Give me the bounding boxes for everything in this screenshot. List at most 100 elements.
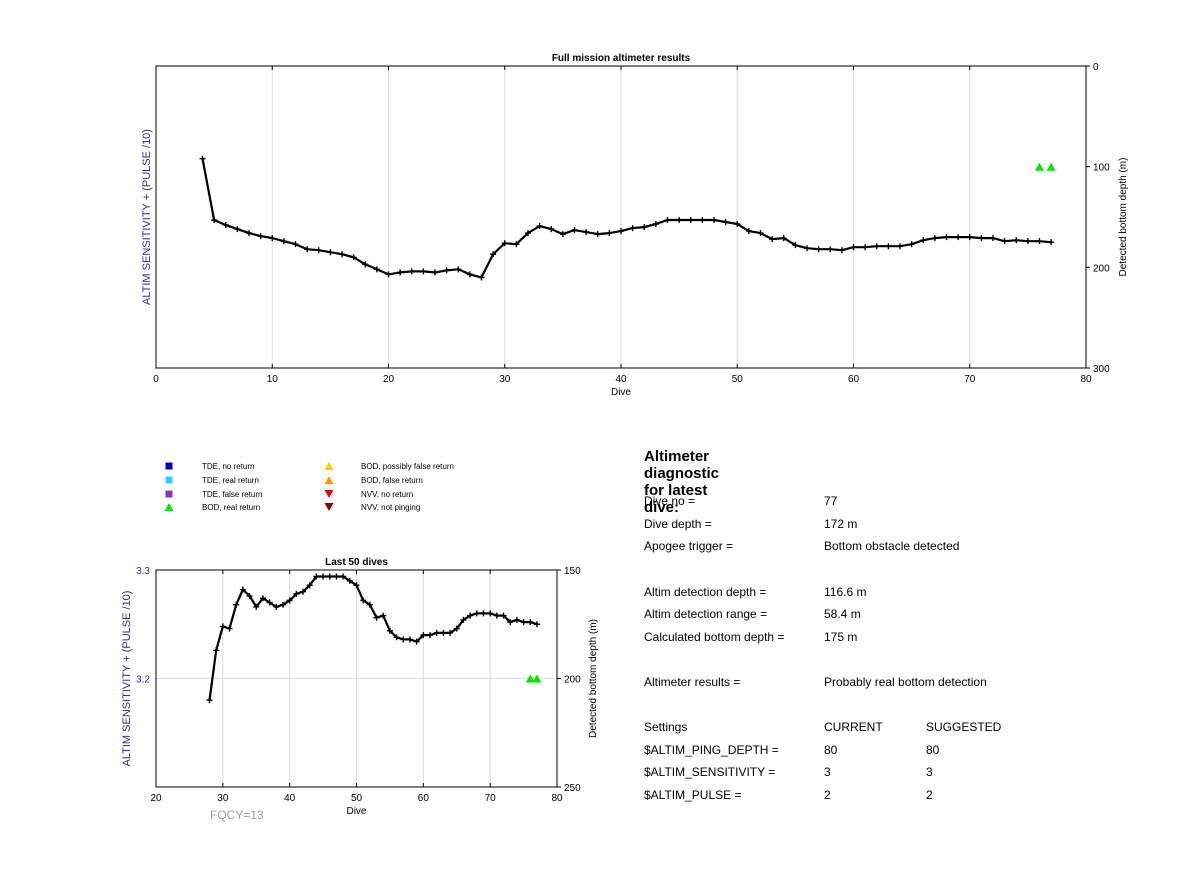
data-point-marker <box>1036 238 1043 245</box>
setting-label: $ALTIM_PULSE = <box>644 788 742 802</box>
bod-real-return-marker <box>532 674 542 683</box>
data-point-marker <box>629 225 636 232</box>
bod-real-return-marker <box>1046 162 1056 171</box>
x-tick-label: 50 <box>351 793 363 804</box>
setting-row-pulse: $ALTIM_PULSE = 2 2 <box>644 788 1144 804</box>
legend-item: NVV, not pinging <box>324 502 420 512</box>
diag-value: 172 m <box>824 517 858 531</box>
data-point-marker <box>1048 239 1055 246</box>
diag-row-dive-depth: Dive depth = 172 m <box>644 517 1144 533</box>
legend-swatch-square <box>165 476 173 484</box>
x-tick-label: 20 <box>383 374 395 385</box>
data-point-marker <box>571 227 578 234</box>
x-tick-label: 40 <box>615 374 627 385</box>
data-point-marker <box>440 629 447 636</box>
data-point-marker <box>500 612 507 619</box>
data-point-marker <box>239 586 246 593</box>
diag-value: 77 <box>824 494 838 508</box>
data-point-marker <box>292 241 299 248</box>
setting-current: 3 <box>824 765 831 779</box>
data-point-marker <box>955 234 962 241</box>
legend-swatch-triangle <box>324 502 334 512</box>
data-point-marker <box>420 268 427 275</box>
data-point-marker <box>1024 238 1031 245</box>
bod-real-return-marker <box>525 674 535 683</box>
setting-row-ping-depth: $ALTIM_PING_DEPTH = 80 80 <box>644 743 1144 759</box>
legend-swatch-square <box>165 490 173 498</box>
diag-row-apogee-trigger: Apogee trigger = Bottom obstacle detecte… <box>644 539 1144 555</box>
diag-value: 58.4 m <box>824 607 861 621</box>
diag-label: Dive no = <box>644 494 696 508</box>
data-point-marker <box>490 251 497 258</box>
setting-suggested: 2 <box>926 788 933 802</box>
data-point-marker <box>943 234 950 241</box>
diag-row-altim-detection-range: Altim detection range = 58.4 m <box>644 607 1144 623</box>
legend-swatch-square <box>165 462 173 470</box>
data-point-marker <box>676 217 683 224</box>
data-point-marker <box>304 246 311 253</box>
y-right-tick-label: 100 <box>1093 163 1110 174</box>
legend-item: BOD, possibly false return <box>324 461 454 471</box>
data-point-marker <box>652 221 659 228</box>
y-left-axis-label: ALTIM SENSITIVITY + (PULSE /10) <box>141 129 153 305</box>
diag-row-altim-detection-depth: Altim detection depth = 116.6 m <box>644 585 1144 601</box>
data-point-marker <box>350 254 357 261</box>
data-point-marker <box>734 221 741 228</box>
settings-header-current: CURRENT <box>824 720 883 734</box>
diag-label: Altim detection depth = <box>644 585 767 599</box>
legend-label: BOD, possibly false return <box>361 462 454 471</box>
data-point-marker <box>339 251 345 258</box>
data-point-marker <box>548 226 555 233</box>
y-right-tick-label: 250 <box>564 783 581 794</box>
x-tick-label: 10 <box>267 374 279 385</box>
setting-label: $ALTIM_SENSITIVITY = <box>644 765 776 779</box>
data-point-marker <box>447 629 454 636</box>
data-point-marker <box>536 223 543 230</box>
legend-label: TDE, real return <box>202 476 259 485</box>
x-tick-label: 60 <box>418 793 430 804</box>
diag-value: Probably real bottom detection <box>824 675 987 689</box>
data-point-marker <box>206 697 213 704</box>
x-tick-label: 80 <box>1080 374 1092 385</box>
x-tick-label: 40 <box>284 793 296 804</box>
data-point-marker <box>273 603 280 610</box>
data-point-marker <box>259 595 266 602</box>
data-point-marker <box>594 231 601 238</box>
data-point-marker <box>373 614 380 621</box>
data-point-marker <box>286 597 293 604</box>
fqcy-annotation: FQCY=13 <box>210 808 264 822</box>
setting-suggested: 3 <box>926 765 933 779</box>
data-point-marker <box>327 249 334 256</box>
legend-item: TDE, false return <box>165 490 262 499</box>
data-point-marker <box>266 599 273 606</box>
diag-row-altimeter-results: Altimeter results = Probably real bottom… <box>644 675 1144 691</box>
setting-row-sensitivity: $ALTIM_SENSITIVITY = 3 3 <box>644 765 1144 781</box>
data-point-marker <box>815 246 822 253</box>
data-point-marker <box>333 573 340 580</box>
data-point-marker <box>408 268 415 275</box>
data-point-marker <box>373 266 380 273</box>
data-point-marker <box>413 638 420 645</box>
x-axis-label: Dive <box>346 806 366 817</box>
data-point-marker <box>443 267 450 274</box>
data-point-marker <box>320 573 327 580</box>
data-point-marker <box>213 647 220 654</box>
legend-label: TDE, false return <box>202 490 262 499</box>
data-point-marker <box>527 619 534 626</box>
x-tick-label: 50 <box>732 374 744 385</box>
data-point-marker <box>769 236 776 243</box>
data-point-marker <box>199 155 206 162</box>
legend-item: TDE, real return <box>165 476 259 485</box>
data-point-marker <box>606 230 613 237</box>
diagnostic-title: Altimeter diagnostic for latest dive: <box>644 448 720 516</box>
setting-suggested: 80 <box>926 743 940 757</box>
data-point-marker <box>745 228 752 235</box>
data-point-marker <box>211 217 218 224</box>
y-right-tick-label: 200 <box>1093 263 1110 274</box>
data-point-marker <box>711 217 717 224</box>
data-point-marker <box>507 619 514 626</box>
y-right-axis-label: Detected bottom depth (m) <box>588 619 599 738</box>
diag-row-dive-no: Dive no = 77 <box>644 494 1144 510</box>
data-point-marker <box>908 241 915 248</box>
diag-value: Bottom obstacle detected <box>824 539 960 553</box>
